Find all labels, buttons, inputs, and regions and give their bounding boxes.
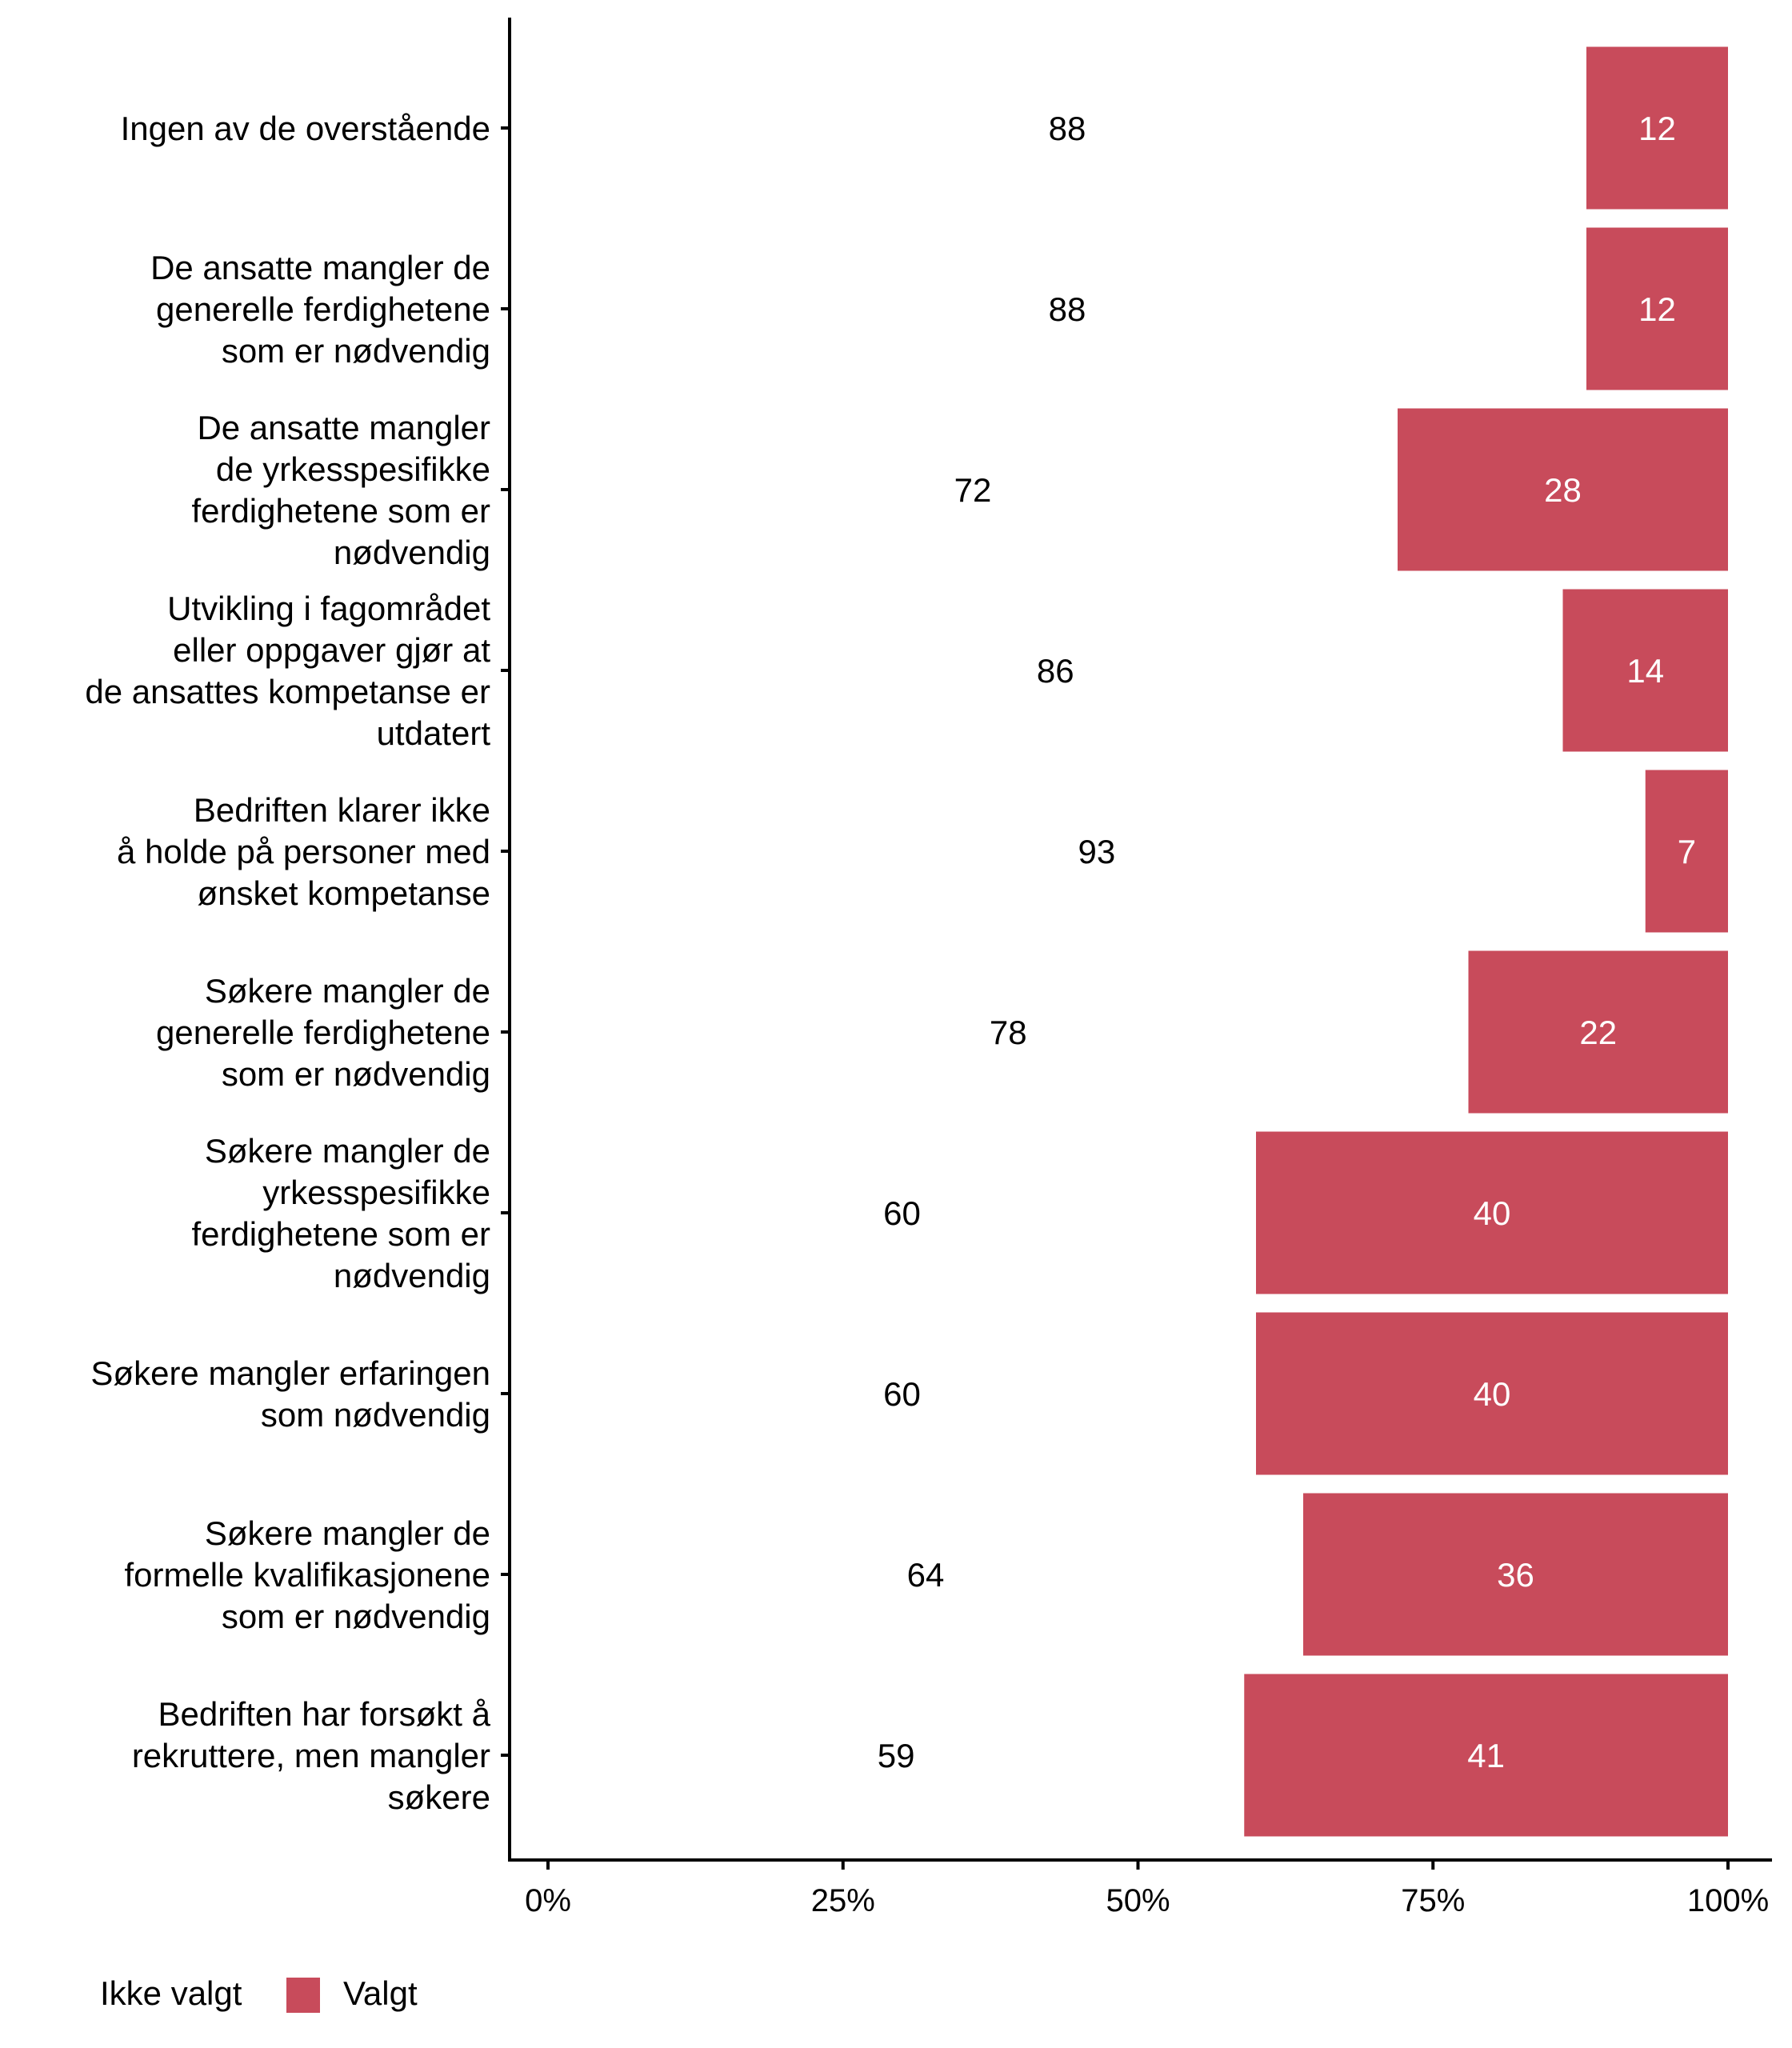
bars-layer bbox=[548, 46, 1728, 1837]
value-label-valgt: 12 bbox=[1638, 110, 1676, 147]
bar-valgt bbox=[1256, 1131, 1728, 1294]
legend: Ikke valgt Valgt bbox=[100, 1974, 418, 2013]
x-tick-label: 0% bbox=[525, 1883, 571, 1918]
value-label-ikke-valgt: 72 bbox=[954, 471, 992, 509]
bar-valgt bbox=[1562, 589, 1728, 752]
value-label-valgt: 36 bbox=[1497, 1556, 1534, 1594]
bar-valgt bbox=[1244, 1674, 1728, 1837]
bar-ikke-valgt bbox=[548, 227, 1586, 390]
value-label-valgt: 7 bbox=[1678, 833, 1696, 870]
value-labels-layer: 88 12 88 12 72 28 86 14 93 7 78 22 60 40 60 40 64 36 59 41 bbox=[878, 110, 1696, 1774]
x-tick-label: 75% bbox=[1401, 1883, 1465, 1918]
value-label-valgt: 40 bbox=[1474, 1375, 1511, 1413]
category-label: Søkere mangler de yrkesspesifikke ferdighe… bbox=[191, 1132, 490, 1294]
x-tick-label: 100% bbox=[1687, 1883, 1769, 1918]
legend-swatch-valgt bbox=[286, 1978, 320, 2013]
bar-ikke-valgt bbox=[548, 770, 1646, 933]
value-label-ikke-valgt: 86 bbox=[1037, 652, 1074, 690]
category-label: Bedriften klarer ikke å holde på personer… bbox=[117, 791, 490, 912]
category-label: Ingen av de overstående bbox=[121, 110, 490, 147]
value-label-valgt: 28 bbox=[1544, 471, 1582, 509]
x-tick-label: 50% bbox=[1106, 1883, 1170, 1918]
x-axis: 0% 25% 50% 75% 100% bbox=[508, 1858, 1772, 1918]
bar-ikke-valgt bbox=[548, 1493, 1303, 1656]
bar-valgt bbox=[1256, 1312, 1728, 1475]
value-label-valgt: 14 bbox=[1626, 652, 1664, 690]
bar-ikke-valgt bbox=[548, 408, 1398, 571]
bar-valgt bbox=[1303, 1493, 1728, 1656]
bar-valgt bbox=[1398, 408, 1728, 571]
value-label-ikke-valgt: 60 bbox=[883, 1194, 921, 1232]
y-axis: Ingen av de overstående De ansatte mangle… bbox=[85, 18, 511, 1862]
value-label-ikke-valgt: 93 bbox=[1078, 833, 1116, 870]
value-label-ikke-valgt: 59 bbox=[878, 1737, 915, 1774]
value-label-ikke-valgt: 60 bbox=[883, 1375, 921, 1413]
value-label-ikke-valgt: 88 bbox=[1049, 110, 1086, 147]
bar-ikke-valgt bbox=[548, 1131, 1256, 1294]
value-label-valgt: 41 bbox=[1467, 1737, 1505, 1774]
bar-ikke-valgt bbox=[548, 589, 1563, 752]
bar-ikke-valgt bbox=[548, 1312, 1256, 1475]
bar-ikke-valgt bbox=[548, 1674, 1245, 1837]
category-label: Søkere mangler de generelle ferdighetene s… bbox=[156, 972, 490, 1093]
category-label: Utvikling i fagområdet eller oppgaver gjø… bbox=[85, 590, 490, 752]
value-label-valgt: 12 bbox=[1638, 290, 1676, 328]
category-label: De ansatte mangler de generelle ferdighet… bbox=[150, 249, 490, 370]
value-label-ikke-valgt: 78 bbox=[990, 1014, 1027, 1051]
bar-valgt bbox=[1468, 950, 1728, 1114]
category-label: Bedriften har forsøkt å rekruttere, men m… bbox=[132, 1695, 491, 1816]
value-label-valgt: 22 bbox=[1579, 1014, 1617, 1051]
bar-valgt bbox=[1586, 46, 1728, 210]
bar-valgt bbox=[1645, 770, 1728, 933]
value-label-valgt: 40 bbox=[1474, 1194, 1511, 1232]
category-label: Søkere mangler de formelle kvalifikasjone… bbox=[124, 1514, 490, 1635]
category-label: Søkere mangler erfaringen som nødvendig bbox=[90, 1354, 490, 1434]
value-label-ikke-valgt: 64 bbox=[907, 1556, 945, 1594]
bar-ikke-valgt bbox=[548, 950, 1469, 1114]
legend-label-valgt: Valgt bbox=[343, 1974, 418, 2012]
legend-label-ikke-valgt: Ikke valgt bbox=[100, 1974, 242, 2012]
x-tick-label: 25% bbox=[811, 1883, 875, 1918]
category-label: De ansatte mangler de yrkesspesifikke ferd… bbox=[191, 409, 490, 571]
bar-valgt bbox=[1586, 227, 1728, 390]
value-label-ikke-valgt: 88 bbox=[1049, 290, 1086, 328]
bar-ikke-valgt bbox=[548, 46, 1586, 210]
